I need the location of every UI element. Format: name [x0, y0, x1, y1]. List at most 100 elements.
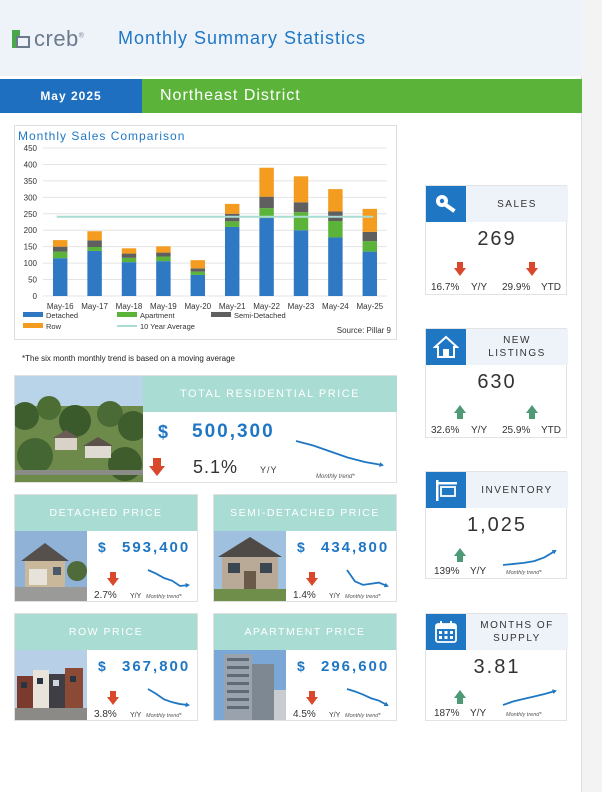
bar-row: [87, 231, 102, 241]
trend-polyline: [147, 688, 189, 706]
apartment-price-value: 296,600: [321, 658, 390, 675]
logo-text: creb®: [34, 26, 85, 51]
bar-row: [362, 208, 378, 232]
dollar-sign: $: [158, 422, 169, 442]
inventory-yy-label: Y/Y: [470, 566, 487, 577]
months-of-supply-value: 3.81: [473, 656, 521, 678]
legend-label: Semi-Detached: [234, 311, 286, 320]
y-tick-label: 50: [28, 276, 37, 285]
y-tick-label: 200: [24, 226, 38, 235]
bar-semi-detached: [190, 268, 206, 272]
months-of-supply-yy-label: Y/Y: [470, 708, 487, 719]
row-trend-line: [147, 688, 190, 708]
total-price-value: 500,300: [192, 421, 275, 442]
bar-apartment: [293, 212, 309, 231]
legend-swatch: [23, 323, 43, 328]
sales-chart: 0 50 100 150 200 250 300 350 400 450 May-16 May-17 M…: [23, 144, 392, 335]
trend-arrowhead: [383, 701, 389, 706]
y-tick-label: 150: [24, 243, 38, 252]
new-listings-yy-label: Y/Y: [471, 425, 488, 436]
bar-semi-detached: [52, 246, 68, 252]
bar-semi-detached: [156, 252, 171, 257]
sales-stat-card: SALES 269 16.7% Y/Y 29.9% YTD: [425, 185, 568, 295]
semi-detached-house-photo: [214, 531, 286, 601]
trend-polyline: [502, 690, 556, 706]
detached-yy-percent: 2.7%: [94, 590, 117, 601]
arrow-down-icon: [149, 458, 165, 476]
bar-detached: [190, 274, 206, 296]
trend-arrowhead: [185, 702, 190, 708]
trend-polyline: [147, 569, 189, 587]
bar-apartment: [259, 208, 274, 219]
total-yy-label: Y/Y: [260, 465, 278, 475]
arrow-up-icon: [454, 548, 466, 562]
bar-apartment: [121, 257, 137, 263]
x-tick-label: May-23: [288, 302, 315, 311]
inventory-value: 1,025: [466, 514, 528, 536]
semi-detached-trend-line: [346, 569, 389, 588]
legend-swatch: [117, 312, 137, 317]
header-band: [0, 0, 582, 76]
x-tick-label: May-24: [322, 302, 349, 311]
arrow-down-icon: [107, 572, 119, 586]
legend-label: Row: [46, 322, 62, 331]
new-listings-label: NEW LISTINGS: [488, 335, 546, 359]
new-listings-stat-card: NEW LISTINGS 630 32.6% Y/Y 25.9% YTD: [425, 328, 568, 438]
y-tick-label: 450: [24, 144, 38, 153]
bar-apartment: [52, 251, 68, 259]
bar-detached: [52, 258, 68, 296]
bar-apartment: [328, 221, 343, 238]
inventory-trend-line: [502, 549, 557, 566]
dollar-sign: $: [98, 658, 106, 674]
bar-detached: [87, 250, 102, 296]
detached-house-photo: [15, 531, 87, 601]
x-tick-label: May-21: [219, 302, 246, 311]
semi-detached-price-title: SEMI-DETACHED PRICE: [214, 495, 396, 531]
legend-swatch: [23, 312, 43, 317]
months-of-supply-label: MONTHS OF SUPPLY: [480, 620, 554, 644]
trend-polyline: [502, 550, 556, 566]
legend-label: 10 Year Average: [140, 322, 195, 331]
bar-apartment: [87, 246, 102, 251]
semi-detached-price-card: SEMI-DETACHED PRICE $ 434,800 1.4% Y/Y M…: [213, 494, 397, 602]
apartment-price-title: APARTMENT PRICE: [214, 614, 396, 650]
x-tick-label: May-18: [116, 302, 143, 311]
semi-detached-trend-label: Monthly trend*: [345, 594, 381, 600]
y-tick-label: 350: [24, 177, 38, 186]
trend-arrowhead: [552, 689, 557, 694]
months-of-supply-trend-label: Monthly trend*: [506, 712, 542, 718]
x-tick-label: May-20: [184, 302, 211, 311]
trend-polyline: [346, 688, 388, 706]
apartment-trend-line: [346, 688, 389, 706]
legend-label: Apartment: [140, 311, 176, 320]
bar-semi-detached: [259, 196, 274, 209]
inventory-yy-percent: 139%: [434, 566, 460, 577]
document-title: Monthly Summary Statistics: [118, 28, 367, 48]
bar-row: [259, 167, 274, 197]
bar-semi-detached: [362, 231, 378, 242]
apartment-trend-label: Monthly trend*: [345, 713, 381, 719]
x-tick-label: May-22: [253, 302, 280, 311]
chart-title: Monthly Sales Comparison: [18, 129, 186, 143]
sales-ytd-percent: 29.9%: [502, 282, 531, 293]
total-price-card: TOTAL RESIDENTIAL PRICE $ 500,300 5.1% Y…: [14, 375, 397, 483]
arrow-down-icon: [454, 262, 466, 276]
apartment-price-card: APARTMENT PRICE $ 296,600 4.5% Y/Y Month…: [213, 613, 397, 721]
legend-label: Detached: [46, 311, 78, 320]
x-tick-label: May-25: [356, 302, 383, 311]
bar-row: [52, 240, 68, 247]
bar-semi-detached: [121, 253, 137, 258]
report-page: creb® Monthly Summary Statistics May 202…: [0, 0, 582, 792]
creb-logo-mark: [12, 30, 30, 48]
house-icon: [426, 329, 466, 365]
bar-detached: [293, 230, 309, 296]
new-listings-yy-percent: 32.6%: [431, 425, 460, 436]
bar-detached: [156, 261, 171, 296]
y-tick-label: 400: [24, 160, 38, 169]
arrow-up-icon: [454, 405, 466, 419]
row-price-title: ROW PRICE: [15, 614, 197, 650]
y-tick-label: 250: [24, 210, 38, 219]
district-name: Northeast District: [142, 79, 582, 113]
arrow-up-icon: [526, 405, 538, 419]
detached-trend-line: [147, 569, 190, 588]
